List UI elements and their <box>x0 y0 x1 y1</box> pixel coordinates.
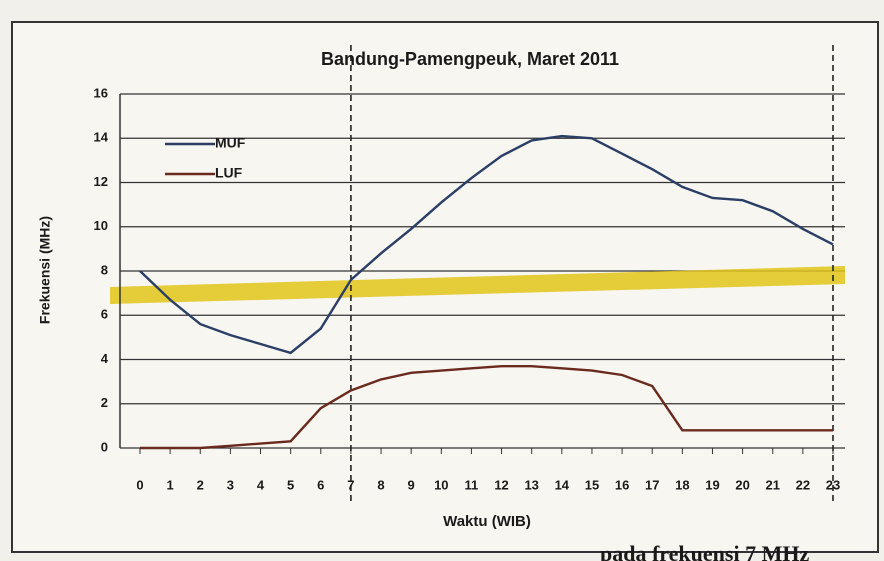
x-axis-label: Waktu (WIB) <box>443 513 531 530</box>
chart-title: Bandung-Pamengpeuk, Maret 2011 <box>321 49 619 69</box>
x-tick-label: 15 <box>585 477 599 492</box>
x-tick-label: 18 <box>675 477 689 492</box>
y-tick-label: 10 <box>94 218 108 233</box>
x-tick-label: 20 <box>735 477 749 492</box>
x-tick-label: 13 <box>524 477 538 492</box>
x-tick-label: 21 <box>766 477 780 492</box>
y-tick-label: 8 <box>101 262 108 277</box>
x-tick-label: 11 <box>465 477 479 492</box>
series-line <box>139 134 834 355</box>
x-tick-label: 1 <box>167 477 174 492</box>
y-tick-label: 14 <box>94 130 109 145</box>
x-tick-label: 16 <box>615 477 629 492</box>
x-tick-label: 7 <box>347 477 354 492</box>
x-tick-label: 17 <box>645 477 659 492</box>
x-tick-label: 12 <box>494 477 508 492</box>
y-tick-label: 0 <box>101 439 108 454</box>
y-tick-label: 2 <box>101 395 108 410</box>
legend-label: LUF <box>215 165 243 181</box>
x-tick-label: 10 <box>434 477 448 492</box>
x-tick-label: 4 <box>257 477 265 492</box>
y-tick-label: 4 <box>101 351 109 366</box>
x-tick-label: 22 <box>796 477 810 492</box>
x-tick-label: 8 <box>377 477 384 492</box>
x-tick-label: 0 <box>136 477 143 492</box>
x-tick-label: 23 <box>826 477 840 492</box>
x-tick-label: 3 <box>227 477 234 492</box>
legend-label: MUF <box>215 135 246 151</box>
y-axis-label: Frekuensi (MHz) <box>37 216 53 324</box>
caption: pada frekuensi 7 MHz <box>600 541 809 561</box>
x-tick-label: 19 <box>705 477 719 492</box>
y-tick-label: 6 <box>101 307 108 322</box>
x-tick-label: 14 <box>555 477 570 492</box>
x-tick-label: 5 <box>287 477 294 492</box>
x-tick-label: 6 <box>317 477 324 492</box>
highlight-band <box>110 266 845 304</box>
x-tick-label: 9 <box>408 477 415 492</box>
x-tick-label: 2 <box>197 477 204 492</box>
y-tick-label: 16 <box>94 85 108 100</box>
series-line <box>140 364 833 450</box>
y-tick-label: 12 <box>94 174 108 189</box>
